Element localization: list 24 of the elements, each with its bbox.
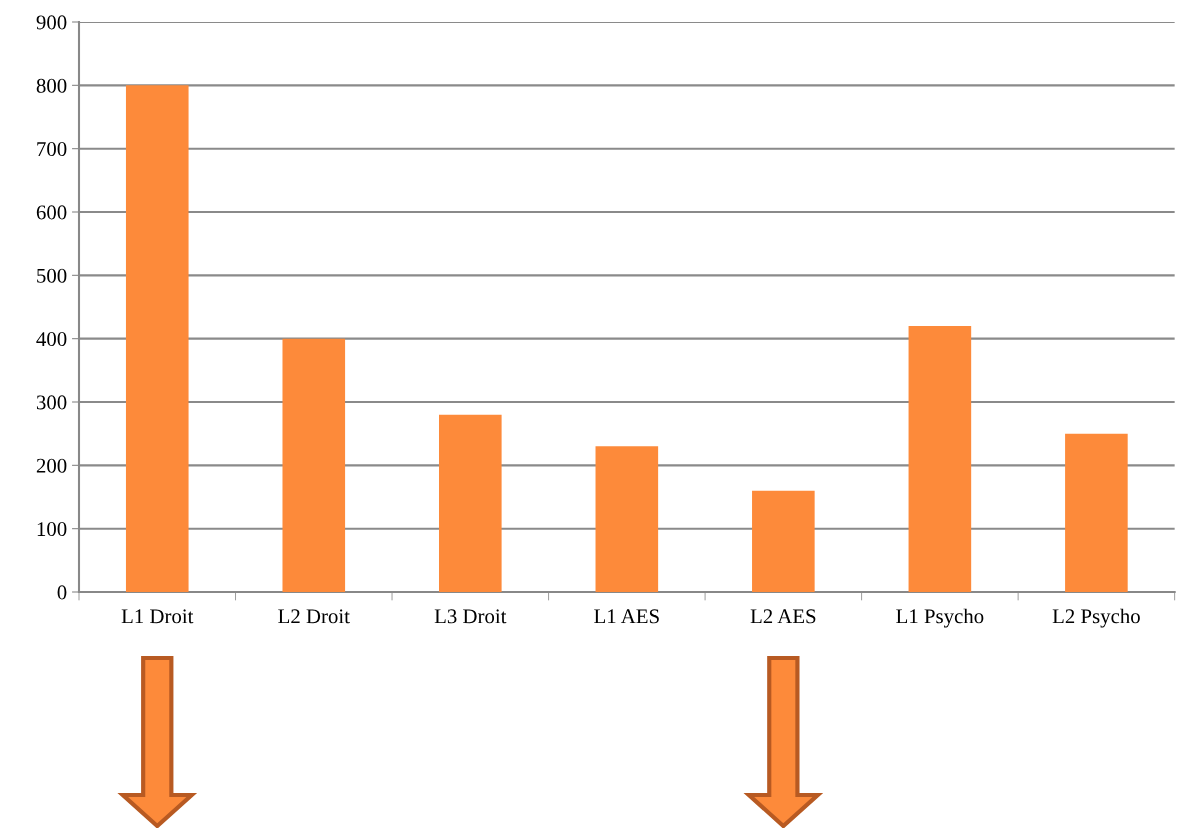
- x-tick-label: L3 Droit: [434, 609, 507, 624]
- x-tick-label: L1 Psycho: [896, 608, 984, 628]
- bar: [439, 414, 502, 592]
- y-tick-label: 0: [57, 585, 67, 600]
- x-tick-label: L2 AES: [750, 609, 816, 624]
- bar: [125, 85, 189, 592]
- bar: [752, 490, 815, 592]
- x-tick-label: L1 Droit: [121, 609, 194, 624]
- y-tick-label: 200: [36, 458, 67, 473]
- y-tick-label: 900: [36, 15, 67, 30]
- y-tick-label: 700: [37, 142, 67, 157]
- y-tick-label: 300: [36, 395, 67, 410]
- y-tick-label: 400: [36, 332, 67, 347]
- bar: [282, 338, 346, 592]
- y-tick-label: 600: [36, 205, 67, 220]
- bar: [908, 326, 972, 592]
- x-tick-label: L1 AES: [594, 609, 659, 624]
- y-tick-label: 800: [36, 78, 67, 93]
- x-tick-label: L2 Droit: [278, 609, 350, 624]
- bar: [595, 446, 659, 592]
- y-tick-label: 500: [37, 268, 67, 283]
- bar: [1065, 433, 1128, 592]
- y-tick-label: 100: [37, 522, 67, 537]
- x-tick-label: L2 Psycho: [1052, 608, 1140, 628]
